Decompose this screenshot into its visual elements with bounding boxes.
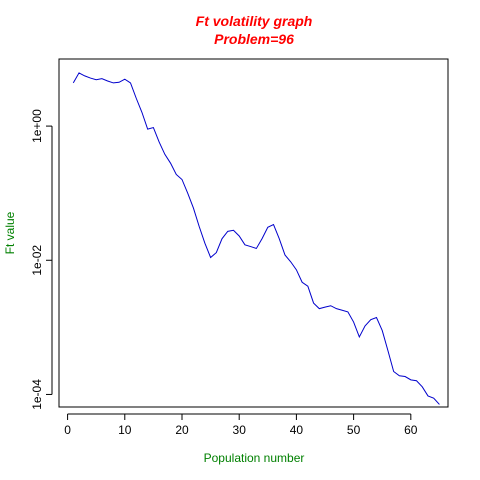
y-tick-label: 1e+00 — [30, 109, 44, 143]
plot-frame — [58, 58, 449, 408]
x-tick-label: 50 — [347, 423, 361, 437]
series-line — [72, 72, 440, 405]
series-group — [72, 72, 440, 405]
y-axis: 1e+00 1e-02 1e-04 — [30, 109, 53, 410]
y-axis-label: Ft value — [3, 211, 17, 254]
x-tick-label: 10 — [118, 423, 132, 437]
chart-subtitle: Problem=96 — [214, 31, 294, 47]
x-tick-label: 60 — [404, 423, 418, 437]
x-tick-label: 30 — [233, 423, 247, 437]
x-tick-label: 0 — [64, 423, 71, 437]
y-tick-label: 1e-04 — [30, 379, 44, 410]
x-axis: 0 10 20 30 40 50 60 — [64, 413, 418, 437]
x-tick-label: 40 — [290, 423, 304, 437]
chart-title: Ft volatility graph — [196, 13, 313, 29]
y-tick-label: 1e-02 — [30, 245, 44, 276]
x-axis-label: Population number — [204, 451, 305, 465]
x-tick-label: 20 — [175, 423, 189, 437]
